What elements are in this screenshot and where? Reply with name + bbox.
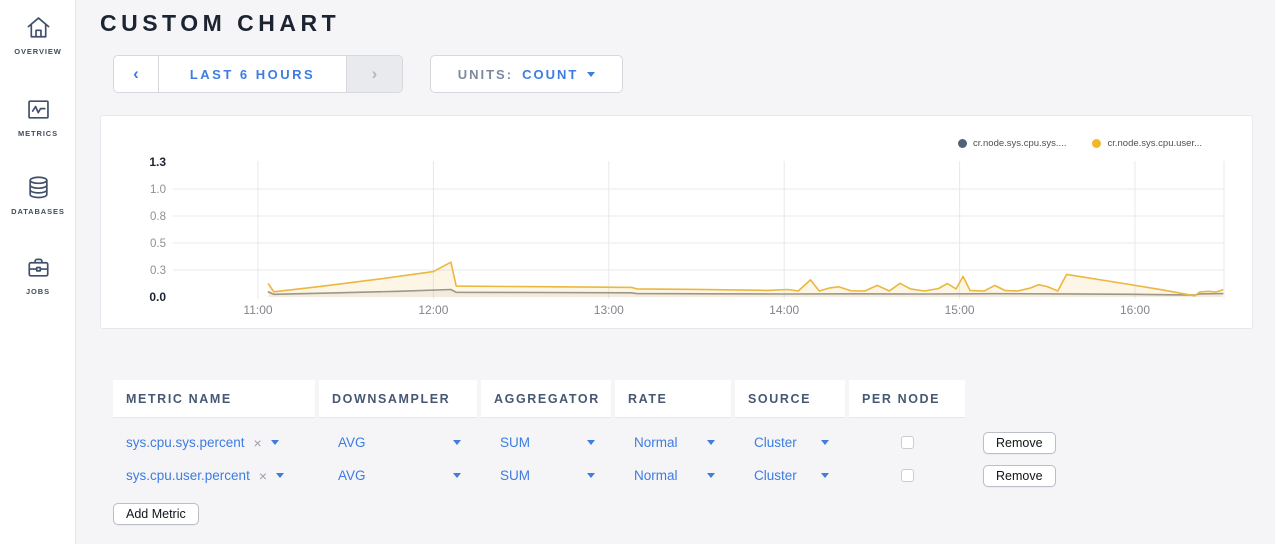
aggregator-select[interactable]: SUM: [481, 426, 611, 459]
metrics-icon: [27, 100, 49, 119]
downsampler-value: AVG: [338, 468, 366, 483]
time-window-dropdown[interactable]: LAST 6 HOURS: [159, 56, 346, 92]
sidebar-item-label: JOBS: [25, 287, 51, 296]
per-node-checkbox[interactable]: [900, 436, 914, 449]
remove-button[interactable]: Remove: [983, 464, 1056, 487]
legend-label: cr.node.sys.cpu.user...: [1107, 138, 1202, 149]
chevron-down-icon: [276, 473, 285, 478]
units-label: UNITS:: [457, 66, 514, 82]
column-header-per-node: PER NODE: [849, 380, 965, 418]
svg-text:13:00: 13:00: [594, 303, 624, 317]
legend-dot-icon: [958, 139, 967, 148]
chart-card: 0.0 0.3 0.5 0.8 1.0 1.3 11:00 12:00 13:00 14:00 15…: [100, 115, 1253, 329]
legend-dot-icon: [1092, 139, 1102, 148]
svg-text:1.0: 1.0: [150, 184, 166, 196]
metric-name-value: sys.cpu.user.percent: [126, 468, 250, 483]
svg-text:12:00: 12:00: [418, 303, 448, 317]
sidebar: OVERVIEW METRICS DATABASES JOBS: [0, 0, 76, 544]
downsampler-value: AVG: [338, 435, 366, 450]
custom-chart-plot: 0.0 0.3 0.5 0.8 1.0 1.3 11:00 12:00 13:00 14:00 15…: [149, 155, 1225, 317]
svg-text:0.8: 0.8: [150, 211, 166, 223]
page-title: CUSTOM CHART: [100, 10, 341, 36]
source-select[interactable]: Cluster: [735, 459, 845, 492]
chevron-down-icon: [587, 440, 595, 445]
chevron-down-icon: [270, 440, 279, 445]
chevron-down-icon: [453, 473, 461, 478]
chevron-down-icon: [453, 440, 461, 445]
chart-legend: cr.node.sys.cpu.sys.... cr.node.sys.cpu.…: [958, 138, 1202, 149]
source-select[interactable]: Cluster: [735, 426, 845, 459]
downsampler-select[interactable]: AVG: [319, 426, 477, 459]
clear-metric-icon[interactable]: ×: [258, 467, 268, 484]
jobs-icon: [27, 258, 49, 277]
chevron-down-icon: [707, 440, 715, 445]
remove-button[interactable]: Remove: [983, 431, 1056, 454]
svg-text:15:00: 15:00: [945, 303, 975, 317]
sidebar-item-label: METRICS: [17, 129, 59, 138]
svg-text:1.3: 1.3: [149, 155, 166, 169]
sidebar-item-label: OVERVIEW: [14, 47, 62, 56]
aggregator-select[interactable]: SUM: [481, 459, 611, 492]
aggregator-value: SUM: [500, 468, 530, 483]
chevron-left-icon: ‹: [133, 64, 139, 83]
svg-text:0.0: 0.0: [149, 290, 166, 304]
sidebar-item-databases[interactable]: DATABASES: [0, 174, 76, 216]
source-value: Cluster: [754, 468, 797, 483]
table-header-row: METRIC NAME DOWNSAMPLER AGGREGATOR RATE …: [113, 380, 1069, 418]
per-node-checkbox[interactable]: [900, 469, 914, 482]
column-header-actions: [969, 380, 1069, 418]
rate-value: Normal: [634, 435, 678, 450]
chevron-down-icon: [587, 473, 595, 478]
add-metric-button[interactable]: Add Metric: [113, 503, 199, 525]
chevron-down-icon: [587, 71, 596, 77]
actions-cell: Remove: [969, 459, 1069, 492]
units-value: COUNT: [522, 66, 579, 82]
time-window-next-button[interactable]: ›: [346, 56, 402, 92]
metric-name-value: sys.cpu.sys.percent: [126, 435, 245, 450]
units-dropdown[interactable]: UNITS: COUNT: [430, 55, 623, 93]
svg-text:14:00: 14:00: [769, 303, 799, 317]
rate-value: Normal: [634, 468, 678, 483]
column-header-metric-name: METRIC NAME: [113, 380, 315, 418]
chevron-down-icon: [821, 440, 829, 445]
rate-select[interactable]: Normal: [615, 426, 731, 459]
legend-label: cr.node.sys.cpu.sys....: [973, 138, 1067, 149]
database-icon: [28, 176, 48, 199]
downsampler-select[interactable]: AVG: [319, 459, 477, 492]
actions-cell: Remove: [969, 426, 1069, 459]
time-window-label: LAST 6 HOURS: [189, 66, 316, 82]
metric-name-dropdown[interactable]: sys.cpu.sys.percent ×: [113, 426, 315, 459]
time-window-selector: ‹ LAST 6 HOURS ›: [113, 55, 403, 93]
rate-select[interactable]: Normal: [615, 459, 731, 492]
per-node-cell: [849, 459, 965, 492]
sidebar-item-jobs[interactable]: JOBS: [0, 254, 76, 296]
svg-text:11:00: 11:00: [243, 303, 272, 317]
legend-item: cr.node.sys.cpu.sys....: [958, 138, 1066, 149]
chevron-right-icon: ›: [371, 64, 378, 83]
aggregator-value: SUM: [500, 435, 530, 450]
table-row: sys.cpu.user.percent × AVG SUM Normal Cl…: [113, 459, 1069, 492]
clear-metric-icon[interactable]: ×: [253, 434, 262, 451]
home-icon: [27, 17, 49, 38]
svg-text:0.3: 0.3: [150, 265, 166, 277]
column-header-rate: RATE: [615, 380, 731, 418]
legend-item: cr.node.sys.cpu.user...: [1092, 138, 1202, 149]
svg-text:16:00: 16:00: [1120, 303, 1150, 317]
source-value: Cluster: [754, 435, 797, 450]
column-header-aggregator: AGGREGATOR: [481, 380, 611, 418]
chevron-down-icon: [821, 473, 829, 478]
metrics-table: METRIC NAME DOWNSAMPLER AGGREGATOR RATE …: [113, 380, 1069, 492]
per-node-cell: [849, 426, 965, 459]
chevron-down-icon: [707, 473, 715, 478]
column-header-source: SOURCE: [735, 380, 845, 418]
metric-name-dropdown[interactable]: sys.cpu.user.percent ×: [113, 459, 315, 492]
sidebar-item-label: DATABASES: [11, 207, 65, 216]
column-header-downsampler: DOWNSAMPLER: [319, 380, 477, 418]
sidebar-item-metrics[interactable]: METRICS: [0, 96, 76, 138]
time-window-prev-button[interactable]: ‹: [114, 56, 159, 92]
sidebar-item-overview[interactable]: OVERVIEW: [0, 14, 76, 56]
table-row: sys.cpu.sys.percent × AVG SUM Normal Clu…: [113, 426, 1069, 459]
svg-text:0.5: 0.5: [150, 238, 166, 250]
